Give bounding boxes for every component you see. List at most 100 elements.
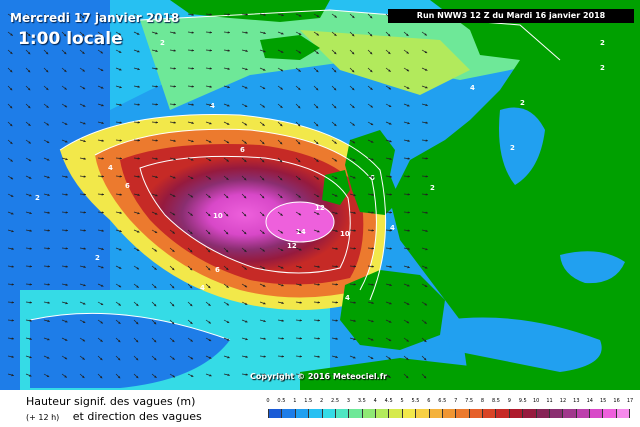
wave-direction-arrow	[313, 67, 319, 73]
wave-direction-arrow	[97, 265, 104, 269]
wave-direction-arrow	[331, 265, 338, 268]
wave-direction-arrow	[421, 157, 429, 160]
wave-direction-arrow	[25, 31, 31, 37]
wave-direction-arrows	[7, 13, 429, 379]
wave-direction-arrow	[259, 355, 266, 358]
wave-direction-arrow	[367, 85, 373, 91]
wave-direction-arrow	[421, 139, 428, 142]
wave-direction-arrow	[205, 157, 212, 162]
contour-label: 4	[108, 164, 113, 172]
wave-direction-arrow	[151, 121, 159, 124]
contour-label: 4	[210, 102, 215, 110]
wave-direction-arrow	[385, 175, 392, 178]
contour-label: 6	[125, 182, 130, 190]
contour-6m	[94, 128, 377, 291]
wave-direction-arrow	[313, 175, 320, 180]
wave-direction-arrow	[241, 13, 248, 16]
contour-label-group: 2 2 2 2 4 4 4 4 4 6 6 6 6 10 10 12 12 14…	[35, 39, 605, 302]
wave-direction-arrow	[421, 103, 428, 107]
wave-direction-arrow	[25, 211, 32, 215]
wave-direction-arrow	[349, 283, 357, 286]
color-scale-tick-label: 5	[400, 398, 404, 404]
wave-direction-arrow	[7, 85, 13, 91]
wave-direction-arrow	[277, 103, 283, 109]
wave-direction-arrow	[205, 31, 213, 34]
wave-direction-arrow	[421, 31, 428, 36]
wave-direction-arrow	[349, 139, 356, 144]
wave-direction-arrow	[259, 85, 266, 90]
wave-direction-arrow	[205, 67, 212, 70]
wave-direction-arrow	[241, 121, 248, 126]
wave-direction-arrow	[295, 157, 301, 163]
wave-direction-arrow	[169, 355, 175, 361]
color-scale-swatch	[281, 409, 295, 418]
wave-direction-arrow	[187, 301, 193, 307]
wave-direction-arrow	[367, 103, 374, 108]
wave-direction-arrow	[115, 265, 122, 269]
legend-subtitle-text: et direction des vagues	[72, 410, 202, 423]
wave-direction-arrow	[7, 13, 14, 18]
wave-direction-arrow	[277, 373, 285, 376]
wave-direction-arrow	[331, 85, 337, 91]
color-scale-swatch	[401, 409, 416, 418]
wave-direction-arrow	[187, 355, 194, 360]
wave-direction-arrow	[295, 283, 302, 286]
contour-label: 2	[160, 39, 165, 47]
wave-direction-arrow	[385, 355, 392, 360]
wave-direction-arrow	[97, 301, 104, 306]
color-scale-swatch	[508, 409, 523, 418]
contour-label: 4	[345, 294, 350, 302]
wave-direction-arrow	[259, 49, 266, 53]
wave-direction-arrow	[313, 211, 320, 215]
color-scale-tick-label: 9.5	[518, 398, 527, 404]
wave-direction-arrow	[169, 31, 176, 34]
wave-direction-arrow	[43, 265, 51, 268]
color-scale-swatch	[468, 409, 482, 418]
wave-direction-arrow	[7, 193, 14, 198]
wave-direction-arrow	[277, 229, 284, 234]
legend-title: Hauteur signif. des vagues (m)	[26, 395, 196, 408]
wave-direction-arrow	[403, 175, 411, 178]
wave-direction-arrow	[169, 247, 175, 253]
wave-direction-arrow	[151, 175, 158, 179]
wave-direction-arrow	[367, 31, 373, 37]
wave-direction-arrow	[133, 373, 139, 379]
wave-direction-arrow	[367, 373, 374, 378]
wave-direction-arrow	[259, 139, 265, 145]
wave-direction-arrow	[43, 13, 49, 19]
wave-direction-arrow	[331, 355, 338, 359]
wave-direction-arrow	[313, 121, 319, 127]
wave-direction-arrow	[385, 319, 392, 323]
wave-direction-arrow	[349, 13, 355, 19]
wave-direction-arrow	[97, 211, 104, 214]
color-scale-swatch	[348, 409, 362, 418]
wave-direction-arrow	[331, 229, 338, 233]
wave-direction-arrow	[97, 229, 104, 232]
wave-direction-arrow	[7, 283, 15, 286]
wave-direction-arrow	[331, 283, 339, 286]
wave-direction-arrow	[7, 121, 13, 127]
wave-direction-arrow	[133, 13, 140, 18]
wave-direction-arrow	[43, 373, 50, 378]
wave-direction-arrow	[115, 157, 123, 160]
wave-direction-arrow	[187, 319, 193, 325]
wave-direction-arrow	[169, 157, 176, 161]
wave-direction-arrow	[79, 301, 86, 305]
wave-direction-arrow	[223, 121, 230, 125]
wave-direction-arrow	[61, 13, 67, 19]
wave-direction-arrow	[115, 301, 122, 306]
wave-direction-arrow	[331, 67, 337, 73]
wave-direction-arrow	[349, 337, 356, 341]
wave-direction-arrow	[295, 193, 302, 198]
color-scale-tick-label: 6	[427, 398, 431, 404]
wave-direction-arrow	[169, 301, 175, 307]
wave-direction-arrow	[151, 319, 157, 325]
wave-direction-arrow	[187, 31, 194, 34]
wave-direction-arrow	[133, 337, 139, 343]
wave-direction-arrow	[313, 319, 321, 322]
color-scale-tick-label: 7	[454, 398, 458, 404]
wave-direction-arrow	[25, 283, 33, 286]
wave-direction-arrow	[367, 247, 375, 250]
wave-direction-arrow	[385, 31, 391, 37]
wave-direction-arrow	[151, 337, 157, 343]
